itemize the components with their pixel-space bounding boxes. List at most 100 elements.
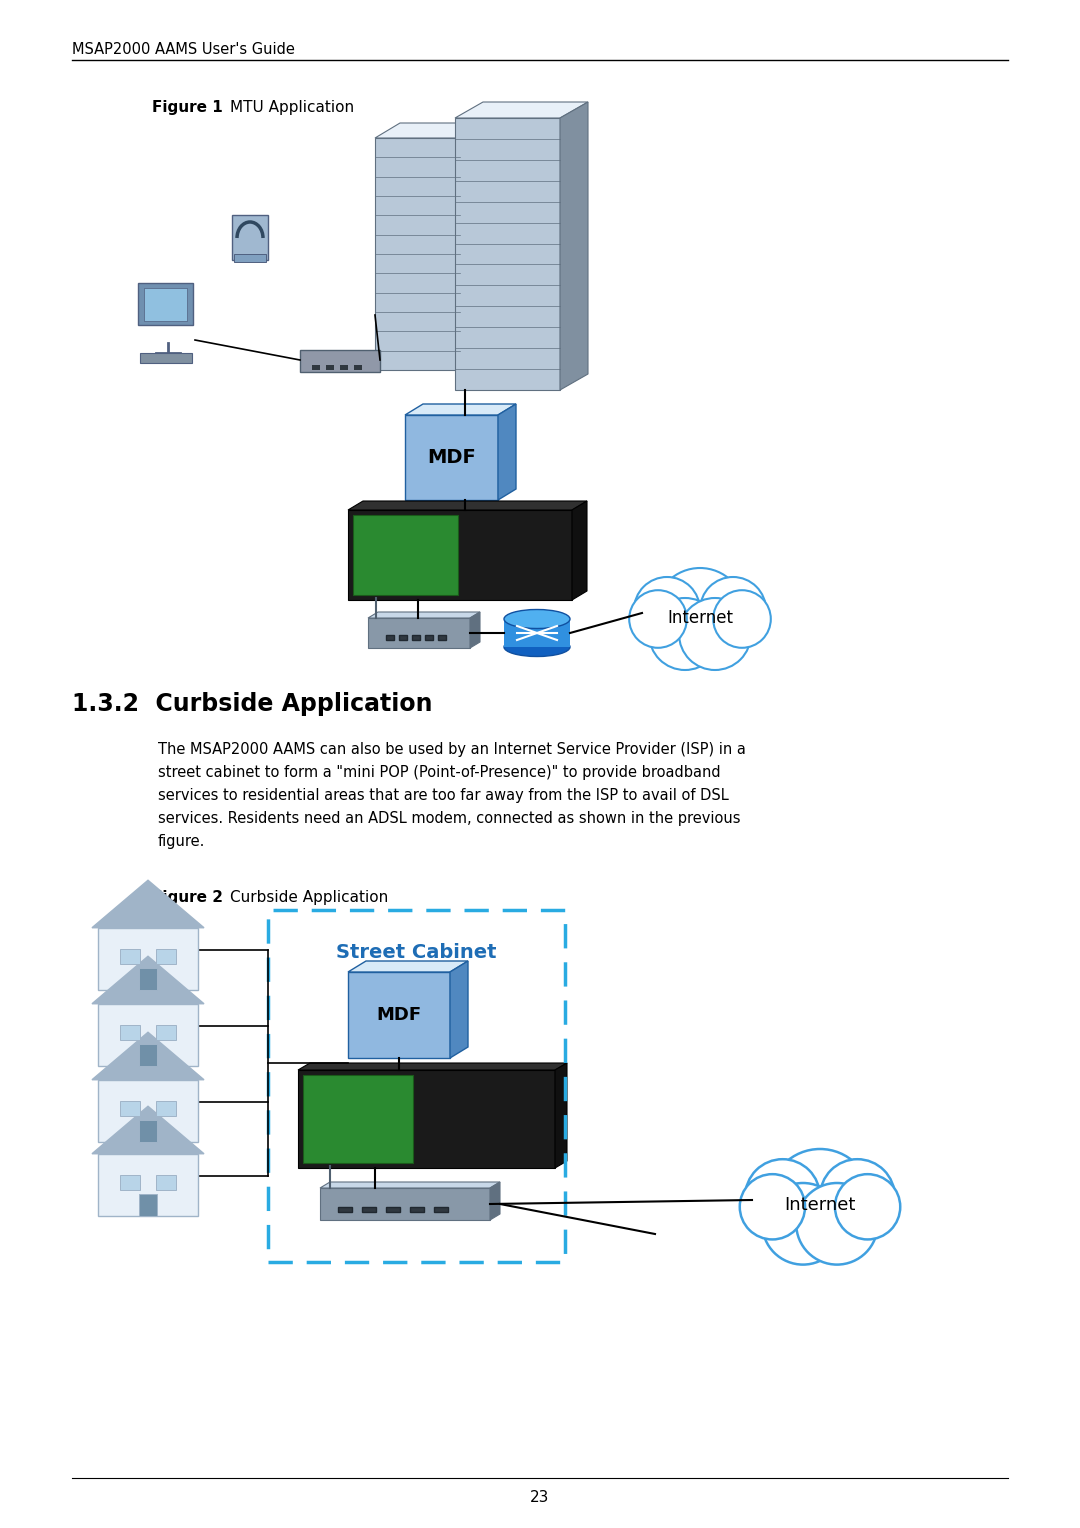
Bar: [139, 1120, 157, 1141]
Bar: [156, 1024, 176, 1039]
Bar: [340, 365, 348, 370]
Circle shape: [740, 1174, 805, 1239]
Polygon shape: [298, 1063, 567, 1070]
Bar: [434, 1207, 448, 1212]
Polygon shape: [348, 972, 450, 1057]
Text: Curbside Application: Curbside Application: [230, 889, 388, 905]
Bar: [300, 350, 380, 371]
Bar: [98, 927, 198, 990]
Bar: [410, 1207, 424, 1212]
Polygon shape: [460, 122, 485, 370]
Polygon shape: [375, 122, 485, 138]
Polygon shape: [572, 501, 588, 601]
Circle shape: [654, 568, 745, 659]
Bar: [386, 636, 394, 640]
Ellipse shape: [504, 610, 570, 628]
Circle shape: [700, 578, 766, 643]
Text: MSAP2000 AAMS User's Guide: MSAP2000 AAMS User's Guide: [72, 41, 295, 57]
Circle shape: [820, 1160, 895, 1235]
Text: street cabinet to form a "mini POP (Point-of-Presence)" to provide broadband: street cabinet to form a "mini POP (Poin…: [158, 766, 720, 779]
Text: figure.: figure.: [158, 834, 205, 850]
Bar: [98, 1004, 198, 1065]
Circle shape: [679, 597, 751, 669]
Polygon shape: [405, 416, 498, 500]
Polygon shape: [405, 403, 516, 416]
Circle shape: [649, 597, 721, 669]
Polygon shape: [561, 102, 588, 390]
Polygon shape: [92, 957, 204, 1004]
Text: 23: 23: [530, 1490, 550, 1505]
Bar: [234, 254, 266, 261]
Bar: [232, 215, 268, 260]
Polygon shape: [92, 1033, 204, 1080]
Polygon shape: [348, 961, 468, 972]
Bar: [139, 967, 157, 990]
Circle shape: [796, 1183, 878, 1265]
Text: MTU Application: MTU Application: [230, 99, 354, 115]
Bar: [138, 283, 193, 325]
Polygon shape: [92, 880, 204, 927]
Polygon shape: [303, 1076, 413, 1163]
Polygon shape: [490, 1183, 500, 1219]
Polygon shape: [375, 138, 460, 370]
Polygon shape: [455, 118, 561, 390]
Bar: [140, 353, 192, 364]
Circle shape: [713, 590, 771, 648]
Polygon shape: [450, 961, 468, 1057]
Bar: [426, 636, 433, 640]
Text: Internet: Internet: [784, 1196, 855, 1215]
Bar: [354, 365, 362, 370]
Ellipse shape: [504, 637, 570, 657]
Polygon shape: [555, 1063, 567, 1167]
Text: services. Residents need an ADSL modem, connected as shown in the previous: services. Residents need an ADSL modem, …: [158, 811, 741, 827]
Text: Internet: Internet: [667, 610, 733, 626]
Polygon shape: [455, 102, 588, 118]
Bar: [98, 1154, 198, 1215]
Bar: [362, 1207, 376, 1212]
Bar: [120, 1024, 140, 1039]
Polygon shape: [298, 1070, 555, 1167]
Bar: [156, 949, 176, 964]
Polygon shape: [320, 1187, 490, 1219]
Bar: [399, 636, 407, 640]
Polygon shape: [368, 617, 470, 648]
Polygon shape: [348, 501, 588, 510]
Bar: [98, 1080, 198, 1141]
Bar: [338, 1207, 352, 1212]
Bar: [139, 1044, 157, 1065]
Circle shape: [630, 590, 687, 648]
Bar: [386, 1207, 400, 1212]
Polygon shape: [470, 613, 480, 648]
Bar: [156, 1100, 176, 1115]
Polygon shape: [353, 515, 458, 594]
Bar: [312, 365, 320, 370]
Bar: [156, 1175, 176, 1189]
Text: services to residential areas that are too far away from the ISP to avail of DSL: services to residential areas that are t…: [158, 788, 729, 804]
Polygon shape: [348, 510, 572, 601]
Circle shape: [745, 1160, 820, 1235]
Bar: [438, 636, 446, 640]
Text: The MSAP2000 AAMS can also be used by an Internet Service Provider (ISP) in a: The MSAP2000 AAMS can also be used by an…: [158, 743, 746, 756]
Text: 1.3.2  Curbside Application: 1.3.2 Curbside Application: [72, 692, 432, 717]
Text: Street Cabinet: Street Cabinet: [336, 943, 497, 961]
Text: Figure 2: Figure 2: [152, 889, 222, 905]
Polygon shape: [320, 1183, 500, 1187]
Bar: [120, 1100, 140, 1115]
Circle shape: [769, 1149, 870, 1251]
Bar: [139, 1193, 157, 1215]
Polygon shape: [504, 619, 570, 646]
Circle shape: [762, 1183, 843, 1265]
Bar: [326, 365, 334, 370]
Polygon shape: [368, 613, 480, 617]
Polygon shape: [92, 1106, 204, 1154]
Polygon shape: [498, 403, 516, 500]
Circle shape: [835, 1174, 901, 1239]
Text: Figure 1: Figure 1: [152, 99, 222, 115]
Bar: [144, 287, 187, 321]
Bar: [120, 1175, 140, 1189]
Bar: [120, 949, 140, 964]
Text: MDF: MDF: [377, 1005, 421, 1024]
Circle shape: [634, 578, 700, 643]
Bar: [411, 636, 420, 640]
Text: MDF: MDF: [427, 448, 476, 468]
